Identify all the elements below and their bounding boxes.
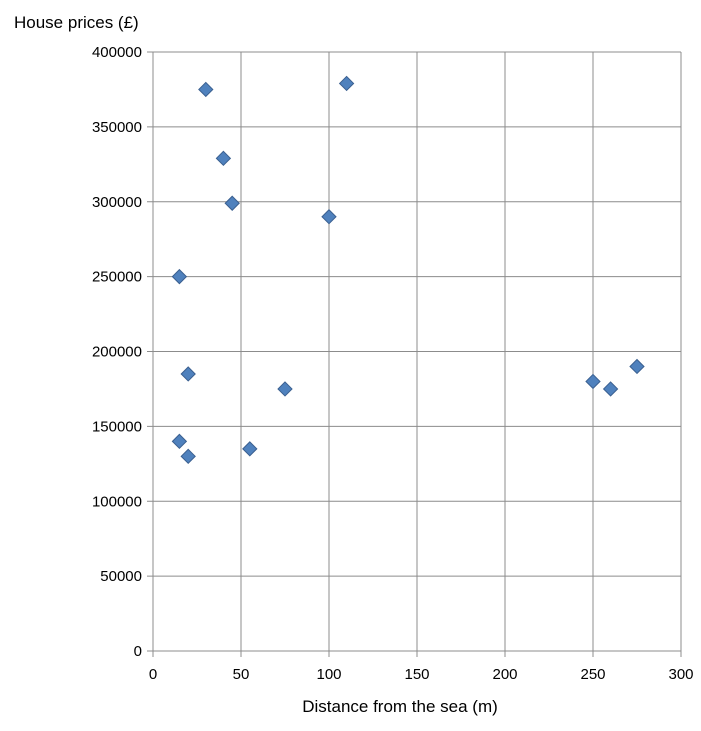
- data-points: [171, 75, 645, 465]
- data-point-marker: [321, 209, 337, 225]
- y-tick-label: 0: [134, 643, 142, 660]
- y-tick-label: 100000: [92, 493, 142, 510]
- data-point-marker: [629, 358, 645, 375]
- y-tick-label: 300000: [92, 194, 142, 211]
- data-point-marker: [180, 448, 196, 465]
- data-point-marker: [277, 381, 293, 397]
- data-point-marker: [242, 441, 258, 457]
- gridlines: [147, 51, 682, 657]
- x-tick-label: 300: [668, 666, 693, 683]
- x-tick-label: 200: [492, 666, 517, 683]
- data-point-marker: [585, 373, 601, 390]
- data-point-marker: [602, 381, 619, 397]
- data-point-marker: [224, 195, 240, 211]
- x-tick-label: 100: [316, 666, 341, 683]
- tick-labels: 0 50000 100000 150000 200000 250000 300000 3500…: [92, 44, 694, 683]
- y-tick-label: 50000: [100, 568, 142, 585]
- y-tick-label: 400000: [92, 44, 142, 61]
- data-point-marker: [215, 150, 232, 167]
- y-tick-label: 250000: [92, 269, 142, 286]
- y-tick-label: 150000: [92, 418, 142, 435]
- y-tick-label: 350000: [92, 119, 142, 136]
- x-tick-label: 0: [149, 666, 157, 683]
- x-tick-label: 250: [580, 666, 605, 683]
- y-tick-label: 200000: [92, 344, 142, 361]
- data-point-marker: [198, 81, 214, 98]
- data-point-marker: [171, 268, 188, 285]
- x-tick-label: 150: [404, 666, 429, 683]
- data-point-marker: [180, 366, 196, 382]
- data-point-marker: [171, 433, 188, 450]
- x-tick-label: 50: [233, 666, 250, 683]
- data-point-marker: [338, 75, 355, 92]
- x-axis-title: Distance from the sea (m): [302, 697, 498, 716]
- y-axis-title: House prices (£): [14, 13, 139, 32]
